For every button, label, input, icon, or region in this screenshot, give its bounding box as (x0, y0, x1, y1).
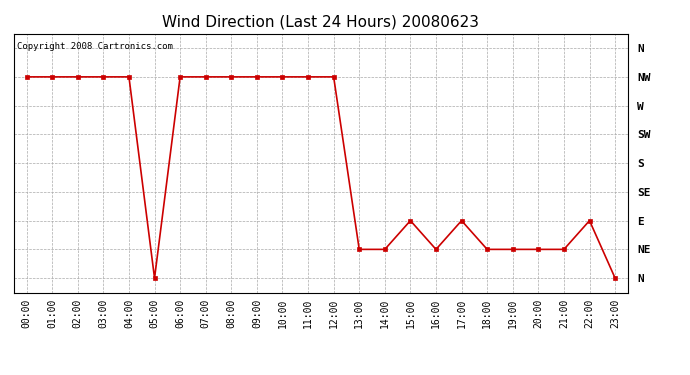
Title: Wind Direction (Last 24 Hours) 20080623: Wind Direction (Last 24 Hours) 20080623 (162, 15, 480, 30)
Text: Copyright 2008 Cartronics.com: Copyright 2008 Cartronics.com (17, 42, 172, 51)
